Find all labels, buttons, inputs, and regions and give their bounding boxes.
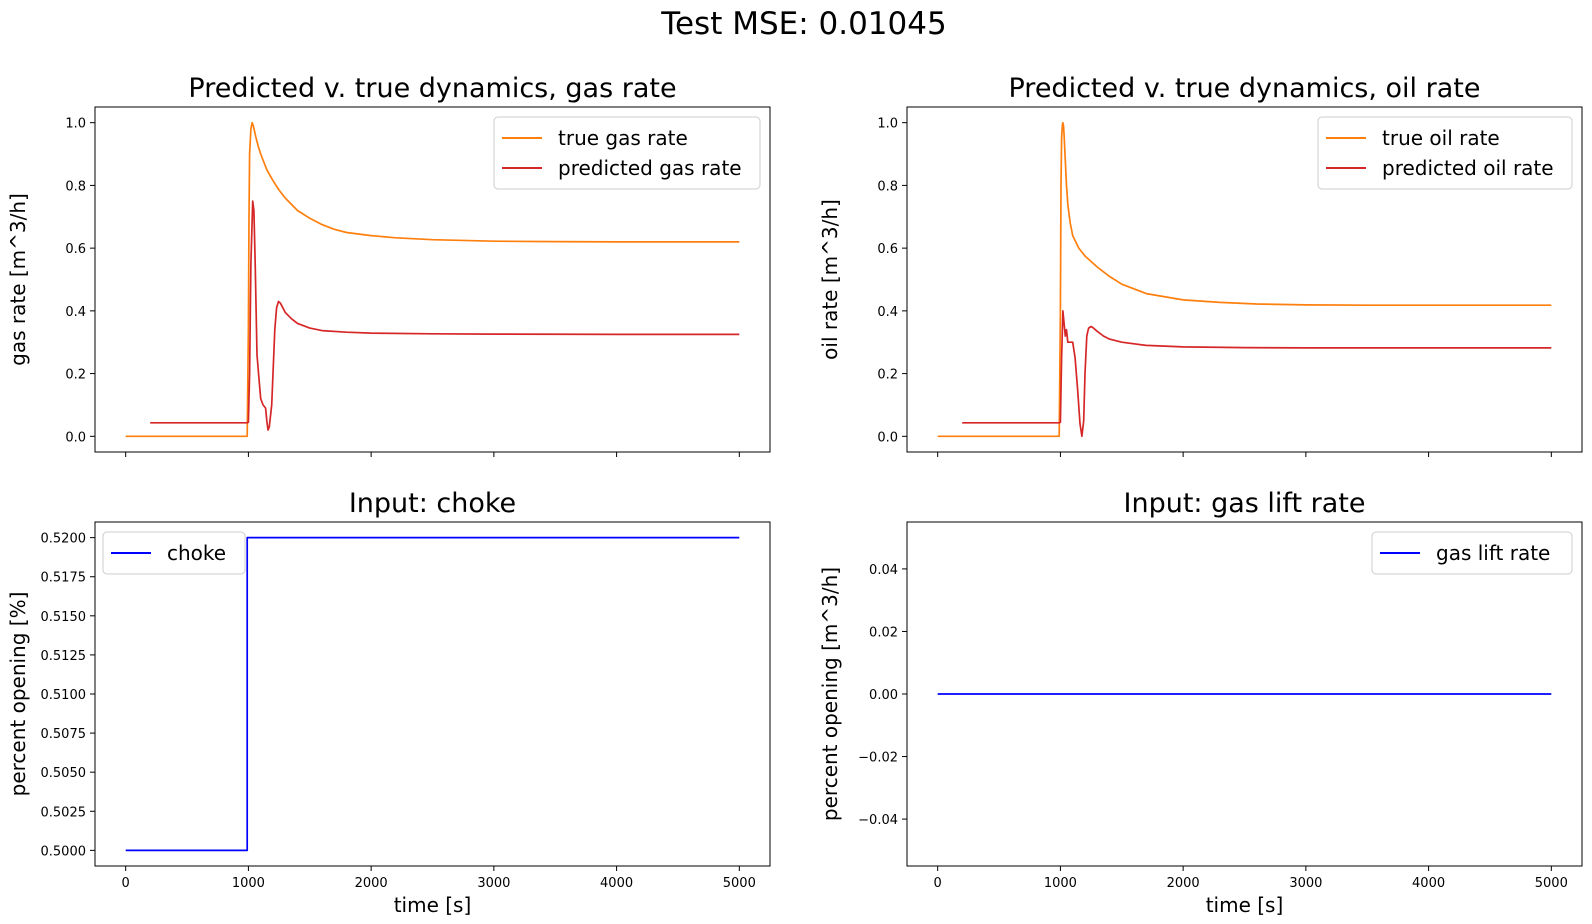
y-tick-label: 0.5150 (41, 610, 87, 625)
y-axis-label: percent opening [%] (6, 592, 30, 797)
y-tick-label: 0.5050 (41, 766, 87, 781)
series-line-2 (962, 310, 1552, 438)
y-tick-label: 0.5025 (41, 805, 87, 820)
subplot-3: Input: choke percent opening [%] time [s] 0… (6, 488, 771, 917)
legend-label: choke (167, 541, 226, 565)
axes-frame (94, 521, 771, 867)
y-tick-label: 0.02 (869, 625, 898, 640)
figure-suptitle: Test MSE: 0.01045 (660, 6, 946, 42)
legend: gas lift rate (1371, 531, 1573, 575)
x-tick-label: 4000 (1412, 876, 1445, 891)
legend-label: true gas rate (558, 126, 688, 150)
x-axis-label: time [s] (1206, 893, 1284, 917)
legend: true gas rate predicted gas rate (493, 116, 761, 190)
series-line-1 (937, 121, 1552, 438)
y-tick-label: 0.5075 (41, 727, 87, 742)
y-tick-label: −0.02 (858, 751, 898, 766)
legend-label: predicted gas rate (558, 156, 742, 180)
subplot-title: Input: choke (349, 488, 516, 519)
legend: choke (102, 531, 246, 575)
x-tick-label: 2000 (1167, 876, 1200, 891)
y-axis-label: oil rate [m^3/h] (818, 199, 842, 360)
x-tick-label: 1000 (232, 876, 265, 891)
legend-frame (102, 531, 246, 575)
y-tick-label: 0.5200 (41, 532, 87, 547)
legend-frame (493, 116, 761, 190)
subplot-2: Predicted v. true dynamics, oil rate oil … (818, 73, 1583, 457)
subplot-4: Input: gas lift rate percent opening [m^3… (818, 488, 1583, 917)
y-tick-label: 0.0 (65, 430, 86, 445)
y-tick-label: 0.0 (877, 430, 898, 445)
axes-frame (906, 521, 1583, 867)
x-tick-label: 3000 (477, 876, 510, 891)
legend-frame (1371, 531, 1573, 575)
subplot-1: Predicted v. true dynamics, gas rate gas … (6, 73, 771, 457)
x-tick-label: 1000 (1044, 876, 1077, 891)
subplot-title: Predicted v. true dynamics, gas rate (188, 73, 676, 104)
y-tick-label: 0.8 (877, 179, 898, 194)
y-axis-label: percent opening [m^3/h] (818, 567, 842, 821)
y-tick-label: 0.8 (65, 179, 86, 194)
series-line-1 (125, 121, 740, 438)
x-tick-label: 5000 (723, 876, 756, 891)
y-tick-label: 0.04 (869, 563, 898, 578)
subplot-title: Input: gas lift rate (1124, 488, 1366, 519)
series-line-1 (125, 536, 740, 852)
y-tick-label: 0.4 (65, 305, 86, 320)
y-tick-label: 0.4 (877, 305, 898, 320)
legend: true oil rate predicted oil rate (1317, 116, 1573, 190)
x-tick-label: 2000 (355, 876, 388, 891)
y-tick-label: 0.5175 (41, 571, 87, 586)
series-line-2 (150, 200, 740, 431)
y-tick-label: 0.2 (65, 368, 86, 383)
x-tick-label: 0 (934, 876, 942, 891)
x-tick-label: 4000 (600, 876, 633, 891)
axes-frame (906, 106, 1583, 453)
subplot-title: Predicted v. true dynamics, oil rate (1009, 73, 1481, 104)
y-tick-label: −0.04 (858, 813, 898, 828)
y-tick-label: 0.2 (877, 368, 898, 383)
y-tick-label: 1.0 (877, 117, 898, 132)
y-tick-label: 0.6 (65, 242, 86, 257)
axes-frame (94, 106, 771, 453)
y-axis-label: gas rate [m^3/h] (6, 193, 30, 366)
x-tick-label: 5000 (1535, 876, 1568, 891)
x-axis-label: time [s] (394, 893, 472, 917)
y-tick-label: 0.00 (869, 688, 898, 703)
y-tick-label: 1.0 (65, 117, 86, 132)
y-tick-label: 0.5100 (41, 688, 87, 703)
legend-label: predicted oil rate (1382, 156, 1554, 180)
y-tick-label: 0.5000 (41, 844, 87, 859)
legend-frame (1317, 116, 1573, 190)
legend-label: gas lift rate (1436, 541, 1550, 565)
y-tick-label: 0.6 (877, 242, 898, 257)
x-tick-label: 3000 (1289, 876, 1322, 891)
legend-label: true oil rate (1382, 126, 1500, 150)
x-tick-label: 0 (122, 876, 130, 891)
y-tick-label: 0.5125 (41, 649, 87, 664)
